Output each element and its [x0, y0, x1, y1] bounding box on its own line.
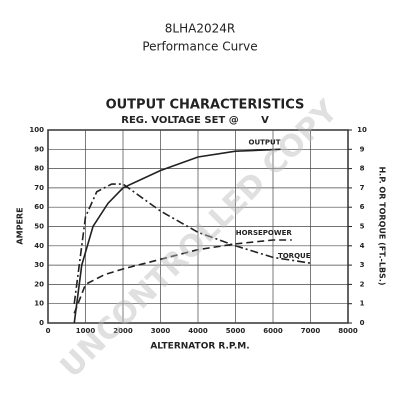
x-tick-label: 8000 — [338, 327, 358, 335]
series-line — [73, 239, 292, 314]
y-tick-label: 90 — [34, 145, 44, 153]
y-tick-label: 50 — [34, 223, 44, 231]
series-label: TORQUE — [278, 252, 311, 260]
x-tick-label: 4000 — [188, 327, 208, 335]
y2-tick-label: 10 — [357, 126, 367, 134]
y2-tick-label: 3 — [360, 261, 365, 269]
y2-tick-label: 1 — [360, 300, 365, 308]
y2-tick-label: 6 — [360, 203, 365, 211]
series-line — [73, 183, 311, 304]
series-label: HORSEPOWER — [236, 229, 293, 237]
y2-tick-label: 4 — [360, 242, 365, 250]
y-tick-label: 60 — [34, 203, 44, 211]
y2-tick-label: 8 — [360, 165, 365, 173]
y-axis-label: AMPERE — [16, 207, 25, 244]
series-label: OUTPUT — [249, 138, 281, 146]
y-tick-label: 0 — [39, 319, 44, 327]
y2-tick-label: 7 — [360, 184, 365, 192]
x-tick-label: 1000 — [76, 327, 96, 335]
x-tick-label: 6000 — [263, 327, 283, 335]
y-tick-label: 70 — [34, 184, 44, 192]
x-tick-label: 3000 — [151, 327, 171, 335]
x-axis-label: ALTERNATOR R.P.M. — [150, 342, 249, 352]
y2-tick-label: 0 — [360, 319, 365, 327]
y-tick-label: 20 — [34, 280, 44, 288]
chart-title: OUTPUT CHARACTERISTICS — [106, 98, 305, 113]
y2-tick-label: 9 — [360, 145, 365, 153]
page-title: 8LHA2024R — [165, 22, 235, 36]
page-subtitle: Performance Curve — [142, 40, 257, 54]
voltage-unit: V — [261, 115, 269, 126]
y-tick-label: 40 — [34, 242, 44, 250]
chart-subtitle: REG. VOLTAGE SET @ — [121, 115, 238, 126]
y-tick-label: 80 — [34, 165, 44, 173]
x-tick-label: 0 — [46, 327, 51, 335]
x-tick-label: 2000 — [113, 327, 133, 335]
y-tick-label: 30 — [34, 261, 44, 269]
x-tick-label: 5000 — [226, 327, 246, 335]
x-tick-label: 7000 — [301, 327, 321, 335]
y2-tick-label: 5 — [360, 223, 365, 231]
y-tick-label: 10 — [34, 300, 44, 308]
y2-tick-label: 2 — [360, 280, 365, 288]
series-line — [73, 148, 281, 324]
y2-axis-label: H.P. OR TORQUE (FT.-LBS.) — [378, 166, 387, 285]
y-tick-label: 100 — [29, 126, 44, 134]
